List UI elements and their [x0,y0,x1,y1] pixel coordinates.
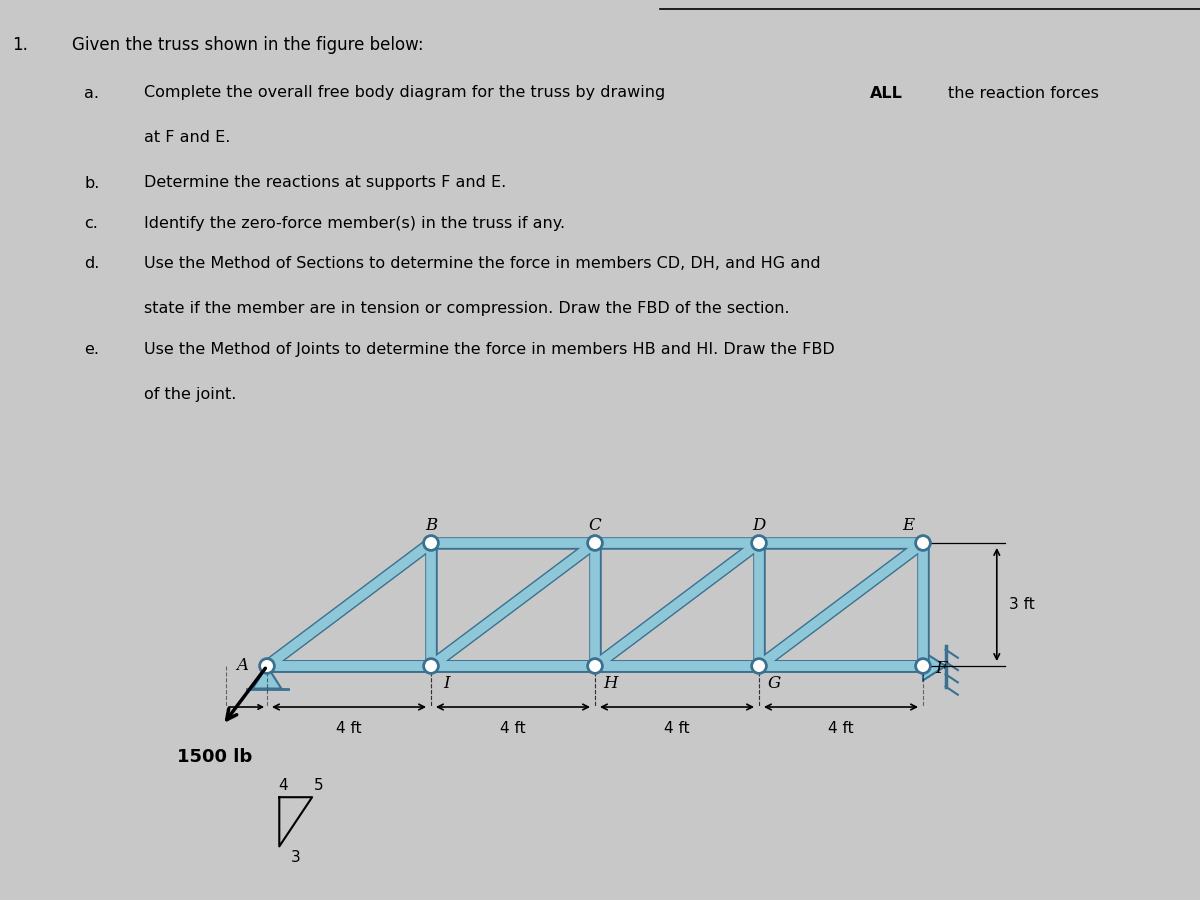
Text: G: G [768,675,781,692]
Text: Identify the zero-force member(s) in the truss if any.: Identify the zero-force member(s) in the… [144,216,565,231]
Text: E: E [902,518,914,535]
Text: 4 ft: 4 ft [336,722,362,736]
Text: at F and E.: at F and E. [144,130,230,146]
Circle shape [424,659,438,673]
Text: 5: 5 [314,778,324,793]
Text: state if the member are in tension or compression. Draw the FBD of the section.: state if the member are in tension or co… [144,302,790,317]
Text: 4 ft: 4 ft [500,722,526,736]
Text: B: B [425,518,437,535]
Text: ALL: ALL [870,86,902,101]
Text: e.: e. [84,342,98,357]
Polygon shape [923,652,946,680]
Text: Use the Method of Sections to determine the force in members CD, DH, and HG and: Use the Method of Sections to determine … [144,256,821,272]
Text: 3 ft: 3 ft [1009,597,1034,612]
Text: Determine the reactions at supports F and E.: Determine the reactions at supports F an… [144,176,506,191]
Text: b.: b. [84,176,100,191]
Polygon shape [253,666,281,688]
Text: 3: 3 [290,850,300,866]
Circle shape [916,659,930,673]
Circle shape [424,536,438,551]
Circle shape [588,536,602,551]
Text: of the joint.: of the joint. [144,387,236,402]
Text: C: C [589,518,601,535]
Text: H: H [604,675,618,692]
Text: Complete the overall free body diagram for the truss by drawing: Complete the overall free body diagram f… [144,86,671,101]
Text: I: I [443,675,450,692]
Circle shape [751,536,767,551]
Text: the reaction forces: the reaction forces [948,86,1099,101]
Text: d.: d. [84,256,100,272]
Text: D: D [752,518,766,535]
Text: 4 ft: 4 ft [828,722,854,736]
Circle shape [588,659,602,673]
Text: A: A [236,658,248,674]
Text: c.: c. [84,216,98,231]
Text: 4: 4 [278,778,288,793]
Text: 1.: 1. [12,36,28,54]
Circle shape [751,659,767,673]
Text: Use the Method of Joints to determine the force in members HB and HI. Draw the F: Use the Method of Joints to determine th… [144,342,835,357]
Circle shape [916,536,930,551]
Text: 1500 lb: 1500 lb [176,748,252,766]
Text: F: F [936,660,947,677]
Circle shape [259,659,275,673]
Text: a.: a. [84,86,98,101]
Text: 4 ft: 4 ft [664,722,690,736]
Text: Given the truss shown in the figure below:: Given the truss shown in the figure belo… [72,36,424,54]
